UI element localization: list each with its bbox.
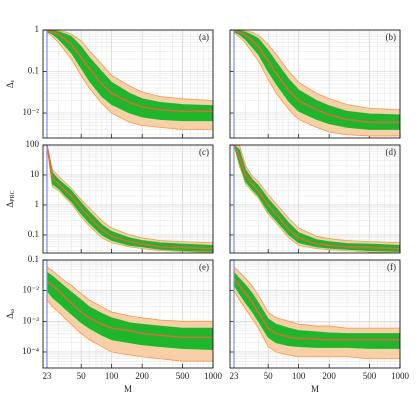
y-tick-label: 1 xyxy=(35,199,40,209)
panel: (b) xyxy=(229,29,401,139)
panel: 0.1 10⁻² 10⁻³ 10⁻⁴ 23 50 100 200 500 1000 (e) Δω M xyxy=(5,254,222,394)
band xyxy=(233,145,400,252)
band xyxy=(46,145,213,252)
y-tick-label: 10⁻⁴ xyxy=(22,346,39,356)
median-line xyxy=(46,30,213,113)
y-axis-label-main: Δ xyxy=(5,313,15,319)
panel-label: (f) xyxy=(387,262,396,272)
plot-area xyxy=(233,145,400,253)
plot-area xyxy=(233,30,400,137)
panel-label: (e) xyxy=(199,262,209,272)
x-tick-label: 50 xyxy=(264,371,274,381)
band xyxy=(233,145,400,253)
y-tick-label: 100 xyxy=(26,139,40,149)
x-tick-label: 23 xyxy=(230,371,240,381)
plot-area xyxy=(233,265,400,360)
x-tick-label: 100 xyxy=(105,371,119,381)
plot-area xyxy=(46,145,213,253)
median-line xyxy=(233,145,400,250)
y-tick-label: 10 xyxy=(30,169,40,179)
y-tick-label: 1 xyxy=(35,24,40,34)
y-axis-label-main: Δ xyxy=(5,82,15,88)
y-axis-label: ΔPRC xyxy=(5,190,16,207)
panel: 100 10 1 0.1 (c) ΔPRC xyxy=(5,139,214,254)
x-tick-label: 100 xyxy=(292,371,306,381)
plot-area xyxy=(46,30,213,130)
y-axis-label-main: Δ xyxy=(5,202,15,208)
y-axis-label-sub: ε xyxy=(10,79,16,82)
panel-frame xyxy=(229,144,401,254)
x-axis-label: M xyxy=(311,384,319,394)
band xyxy=(46,271,213,350)
x-tick-label: 200 xyxy=(322,371,336,381)
panel: 23 50 100 200 500 1000 (f) M xyxy=(229,259,410,394)
panel-label: (d) xyxy=(386,147,397,157)
panel-label: (b) xyxy=(386,32,397,42)
panel-label: (a) xyxy=(199,32,209,42)
y-axis-label-sub: PRC xyxy=(10,190,16,201)
x-axis-label: M xyxy=(124,384,132,394)
panel-label: (c) xyxy=(199,147,209,157)
y-tick-label: 10⁻² xyxy=(23,285,40,295)
x-tick-label: 500 xyxy=(176,371,190,381)
panel-frame xyxy=(42,29,214,139)
panel: (d) xyxy=(229,144,401,254)
x-tick-label: 50 xyxy=(77,371,87,381)
panel-frame xyxy=(229,29,401,139)
median-line xyxy=(46,145,213,250)
y-tick-label: 0.1 xyxy=(28,254,39,264)
band xyxy=(233,30,400,130)
y-tick-label: 10⁻² xyxy=(23,107,40,117)
panel-frame xyxy=(42,259,214,369)
plot-area xyxy=(46,266,213,362)
x-tick-label: 500 xyxy=(363,371,377,381)
panel-frame xyxy=(42,144,214,254)
x-tick-label: 23 xyxy=(43,371,53,381)
median-line xyxy=(233,30,400,123)
median-line xyxy=(233,277,400,341)
y-axis-label-sub: ω xyxy=(10,309,16,313)
panel: 1 0.1 10⁻² (a) Δε xyxy=(5,24,214,139)
band xyxy=(233,30,400,137)
x-tick-label: 1000 xyxy=(391,371,410,381)
x-tick-label: 1000 xyxy=(204,371,223,381)
band xyxy=(46,145,213,253)
minor-grid xyxy=(43,145,213,253)
x-tick-label: 200 xyxy=(135,371,149,381)
y-axis-label: Δω xyxy=(5,309,16,319)
y-tick-label: 10⁻³ xyxy=(23,315,40,325)
median-line xyxy=(46,280,213,339)
panel-frame xyxy=(229,259,401,369)
band xyxy=(233,271,400,349)
y-tick-label: 0.1 xyxy=(28,66,39,76)
y-tick-label: 0.1 xyxy=(28,229,39,239)
y-axis-label: Δε xyxy=(5,79,16,88)
